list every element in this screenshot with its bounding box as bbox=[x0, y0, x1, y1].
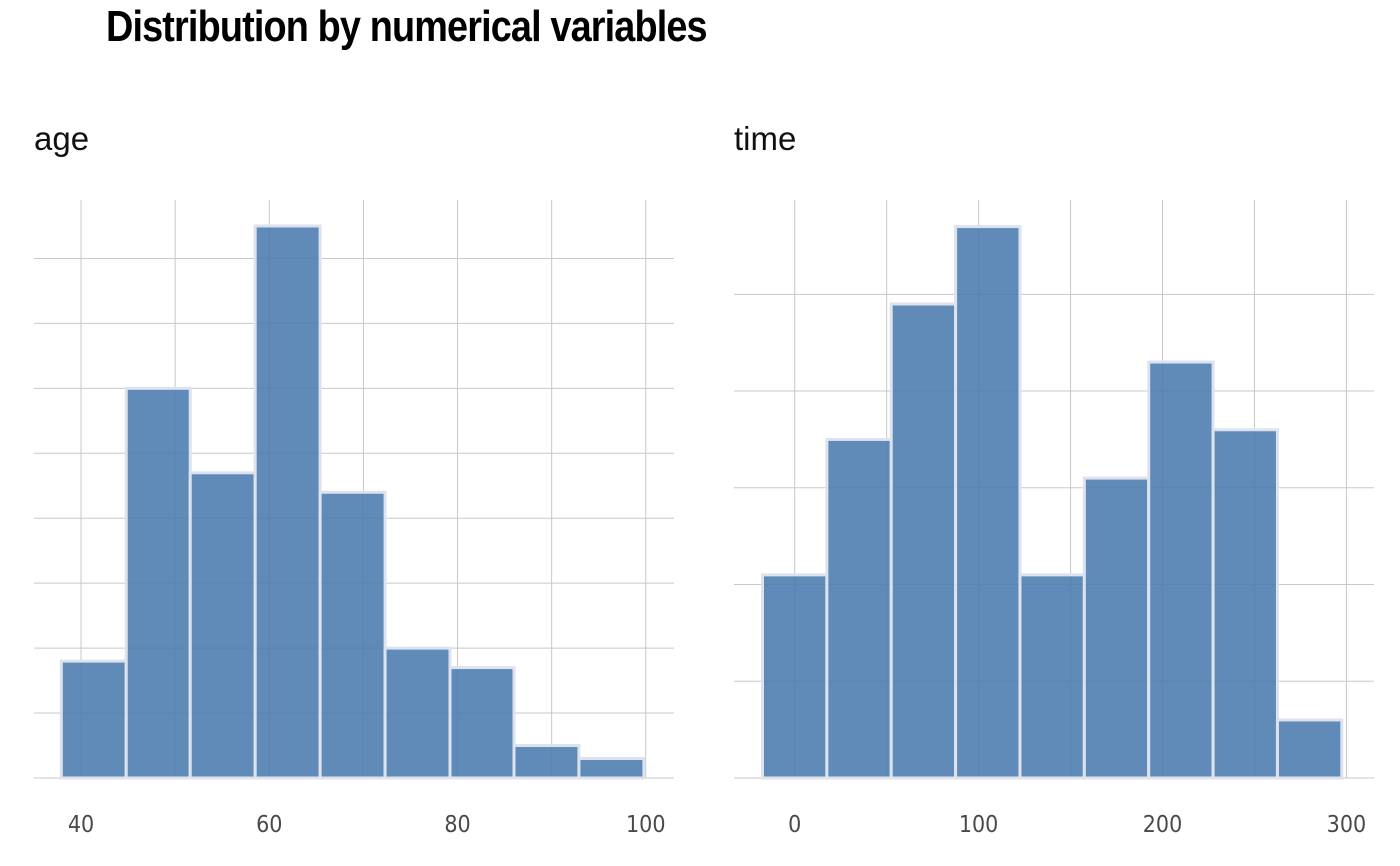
histogram-bar bbox=[448, 666, 516, 780]
histogram-bar bbox=[1147, 360, 1215, 780]
histogram-bar bbox=[577, 757, 646, 780]
histogram-bar bbox=[124, 386, 192, 780]
bars-age bbox=[59, 224, 646, 780]
histogram-bar bbox=[825, 437, 893, 780]
chart-main-title: Distribution by numerical variables bbox=[106, 2, 708, 51]
histogram-bar bbox=[954, 225, 1022, 780]
histogram-bar bbox=[512, 744, 581, 780]
x-tick-label: 300 bbox=[1327, 812, 1367, 838]
histogram-bar bbox=[318, 490, 387, 780]
panel-title-age: age bbox=[34, 120, 90, 157]
panel-title-time: time bbox=[734, 120, 797, 157]
histogram-bar bbox=[889, 302, 958, 780]
x-tick-label: 100 bbox=[626, 812, 666, 838]
bars-time bbox=[761, 225, 1344, 780]
histogram-bar bbox=[1082, 476, 1151, 780]
x-tick-label: 60 bbox=[256, 812, 282, 838]
histogram-bar bbox=[1018, 573, 1086, 780]
x-tick-label: 0 bbox=[788, 812, 801, 838]
histogram-bar bbox=[188, 471, 257, 780]
x-tick-label: 80 bbox=[444, 812, 470, 838]
x-tick-labels-age: 40 60 80 100 bbox=[68, 812, 666, 838]
histogram-time: 0 100 200 300 bbox=[734, 200, 1374, 838]
histogram-bar bbox=[1275, 718, 1344, 780]
x-tick-label: 100 bbox=[959, 812, 999, 838]
histogram-bar bbox=[383, 646, 452, 780]
x-tick-label: 200 bbox=[1143, 812, 1183, 838]
x-tick-labels-time: 0 100 200 300 bbox=[788, 812, 1366, 838]
histogram-age: 40 60 80 100 bbox=[34, 200, 674, 838]
histogram-bar bbox=[761, 573, 829, 780]
x-tick-label: 40 bbox=[68, 812, 94, 838]
histogram-bar bbox=[253, 224, 322, 780]
histogram-bar bbox=[1211, 428, 1279, 780]
histogram-bar bbox=[59, 659, 128, 780]
